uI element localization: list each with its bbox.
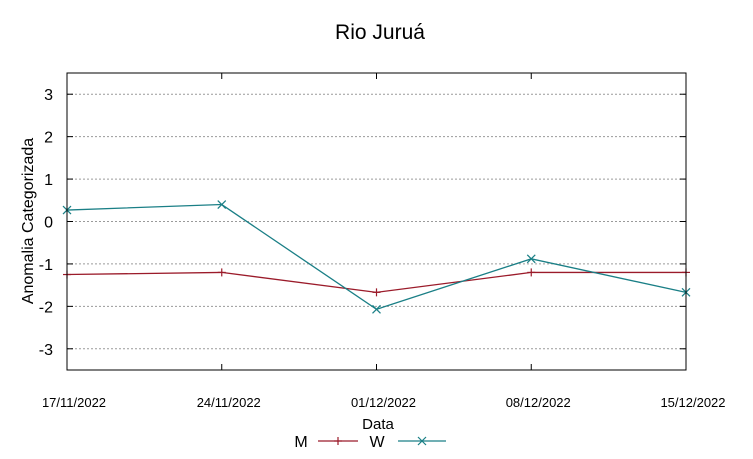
x-tick-label: 15/12/2022 [660, 395, 725, 410]
x-tick-label: 17/11/2022 [42, 395, 106, 410]
data-point-w [526, 254, 536, 264]
chart-title: Rio Juruá [335, 21, 425, 44]
y-axis-label: Anomalia Categorizada [20, 138, 37, 304]
grid-lines [67, 93, 686, 350]
x-ticks: 17/11/2022 24/11/2022 01/12/2022 08/12/2022… [42, 73, 726, 410]
x-tick-label: 24/11/2022 [197, 395, 261, 410]
legend-label: M [294, 434, 307, 451]
legend-label: W [369, 434, 385, 451]
y-tick-label: 3 [44, 87, 53, 104]
legend-marker-w [417, 436, 427, 446]
y-tick-label: 2 [44, 130, 53, 147]
y-tick-label: -1 [39, 257, 53, 274]
y-tick-label: 0 [44, 215, 53, 232]
y-tick-label: 1 [44, 172, 53, 189]
series-w [62, 200, 691, 314]
x-tick-label: 08/12/2022 [506, 395, 571, 410]
y-ticks: 3 2 1 0 -1 -2 -3 [39, 87, 686, 359]
data-point-w [217, 200, 227, 209]
series-layer [62, 200, 691, 314]
x-tick-label: 01/12/2022 [351, 395, 416, 410]
data-point-w [372, 304, 381, 314]
x-axis-label: Data [362, 416, 394, 433]
y-tick-label: -3 [39, 342, 53, 359]
y-tick-label: -2 [39, 299, 53, 316]
